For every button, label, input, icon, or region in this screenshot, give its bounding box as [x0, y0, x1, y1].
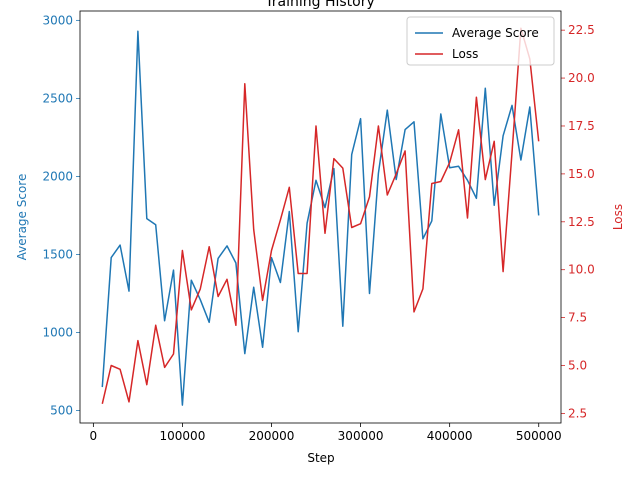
- y-left-tick-label-0: 500: [50, 404, 73, 418]
- x-tick-label-2: 200000: [249, 429, 295, 443]
- y-right-tick-label-0: 2.5: [568, 406, 587, 420]
- plot-frame: [79, 10, 562, 424]
- y-axis-label-left: Average Score: [15, 174, 29, 261]
- x-tick-label-4: 400000: [427, 429, 473, 443]
- y-left-tick-label-3: 2000: [42, 169, 73, 183]
- y-right-tick-label-8: 22.5: [568, 23, 595, 37]
- x-tick-label-3: 300000: [338, 429, 384, 443]
- x-axis-label: Step: [307, 451, 334, 465]
- legend-box: [406, 16, 555, 66]
- plot-area: 0 100000 200000 300000 400000 500000 500 1000 15…: [42, 13, 594, 443]
- y-right-tick-label-1: 5.0: [568, 359, 587, 373]
- y-right-tick-label-5: 15.0: [568, 167, 595, 181]
- y-right-tick-label-2: 7.5: [568, 311, 587, 325]
- y-left-tick-label-1: 1000: [42, 325, 73, 339]
- average-score-line: [101, 30, 540, 406]
- y-right-tick-label-3: 10.0: [568, 263, 595, 277]
- loss-line: [101, 27, 540, 404]
- y-right-tick-label-7: 20.0: [568, 71, 595, 85]
- y-left-tick-label-5: 3000: [42, 13, 73, 27]
- legend-label-loss: Loss: [452, 47, 478, 61]
- y-axis-label-right: Loss: [611, 204, 625, 230]
- x-tick-label-5: 500000: [516, 429, 562, 443]
- x-tick-label-0: 0: [90, 429, 98, 443]
- y-right-tick-label-6: 17.5: [568, 119, 595, 133]
- y-left-tick-label-4: 2500: [42, 91, 73, 105]
- x-tick-label-1: 100000: [160, 429, 206, 443]
- legend: Average Score Loss: [406, 16, 555, 66]
- chart-title: Training History: [264, 0, 375, 10]
- y-right-tick-label-4: 12.5: [568, 215, 595, 229]
- y-left-tick-label-2: 1500: [42, 247, 73, 261]
- legend-label-score: Average Score: [452, 26, 539, 40]
